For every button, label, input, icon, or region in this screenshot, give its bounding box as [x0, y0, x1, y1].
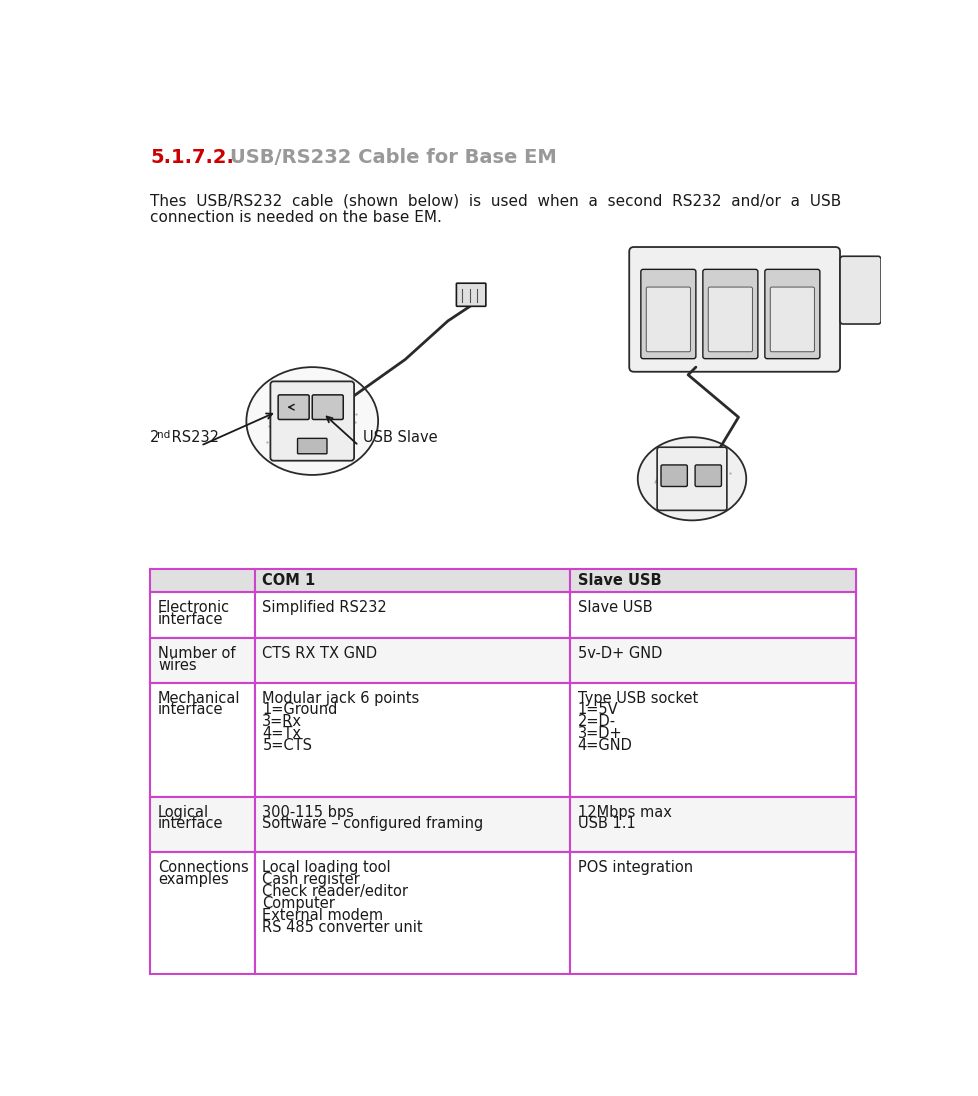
Text: nd: nd	[157, 430, 170, 439]
Text: RS 485 converter unit: RS 485 converter unit	[262, 920, 422, 935]
Text: 5=CTS: 5=CTS	[262, 739, 312, 753]
Ellipse shape	[246, 367, 378, 475]
FancyBboxPatch shape	[839, 256, 880, 324]
FancyBboxPatch shape	[764, 270, 819, 358]
Text: wires: wires	[157, 658, 197, 673]
Text: 4=GND: 4=GND	[577, 739, 632, 753]
Bar	[254, 569, 569, 592]
Bar	[150, 569, 254, 592]
Bar	[150, 638, 254, 683]
FancyBboxPatch shape	[645, 287, 689, 352]
Text: Electronic: Electronic	[157, 600, 230, 615]
Bar	[254, 853, 569, 974]
Text: CTS RX TX GND: CTS RX TX GND	[262, 646, 378, 661]
Text: 2=D-: 2=D-	[577, 715, 615, 730]
Ellipse shape	[637, 437, 745, 521]
Text: RS232: RS232	[167, 430, 219, 445]
Bar	[569, 569, 855, 592]
FancyBboxPatch shape	[278, 395, 309, 420]
Bar	[569, 592, 855, 638]
FancyBboxPatch shape	[297, 438, 327, 454]
Text: Type USB socket: Type USB socket	[577, 690, 697, 706]
Text: Software – configured framing: Software – configured framing	[262, 817, 483, 832]
Text: Modular jack 6 points: Modular jack 6 points	[262, 690, 420, 706]
FancyBboxPatch shape	[702, 270, 757, 358]
Text: 12Mbps max: 12Mbps max	[577, 804, 671, 820]
Text: USB 1.1: USB 1.1	[577, 817, 635, 832]
Bar	[254, 797, 569, 853]
FancyBboxPatch shape	[770, 287, 814, 352]
Text: Thes  USB/RS232  cable  (shown  below)  is  used  when  a  second  RS232  and/or: Thes USB/RS232 cable (shown below) is us…	[150, 193, 841, 208]
Text: Logical: Logical	[157, 804, 209, 820]
FancyBboxPatch shape	[456, 283, 485, 306]
Text: Check reader/editor: Check reader/editor	[262, 883, 408, 899]
Text: connection is needed on the base EM.: connection is needed on the base EM.	[150, 210, 442, 225]
Bar	[569, 853, 855, 974]
Text: interface: interface	[157, 817, 223, 832]
Text: POS integration: POS integration	[577, 860, 692, 875]
Text: USB/RS232 Cable for Base EM: USB/RS232 Cable for Base EM	[202, 148, 556, 168]
Text: 1=Ground: 1=Ground	[262, 703, 337, 718]
FancyBboxPatch shape	[694, 465, 721, 487]
FancyBboxPatch shape	[660, 465, 687, 487]
Bar	[150, 683, 254, 797]
Text: Slave USB: Slave USB	[577, 573, 660, 587]
Text: 1=5V: 1=5V	[577, 703, 618, 718]
Text: Local loading tool: Local loading tool	[262, 860, 390, 875]
Text: 5.1.7.2.: 5.1.7.2.	[150, 148, 234, 168]
Text: Mechanical: Mechanical	[157, 690, 241, 706]
Text: Slave USB: Slave USB	[577, 600, 651, 615]
Text: Cash register: Cash register	[262, 872, 360, 887]
FancyBboxPatch shape	[270, 381, 354, 460]
FancyBboxPatch shape	[629, 247, 839, 372]
Text: USB Slave: USB Slave	[362, 430, 437, 445]
Bar	[569, 683, 855, 797]
Text: COM 1: COM 1	[262, 573, 315, 587]
FancyBboxPatch shape	[656, 447, 726, 511]
Text: Computer: Computer	[262, 895, 334, 911]
Text: 300-115 bps: 300-115 bps	[262, 804, 354, 820]
Text: External modem: External modem	[262, 907, 383, 923]
FancyBboxPatch shape	[707, 287, 752, 352]
Bar	[569, 638, 855, 683]
FancyBboxPatch shape	[312, 395, 343, 420]
Text: Connections: Connections	[157, 860, 248, 875]
Text: Number of: Number of	[157, 646, 236, 661]
Bar	[150, 853, 254, 974]
Text: 3=D+: 3=D+	[577, 727, 622, 741]
Bar	[150, 592, 254, 638]
Text: 4=Tx: 4=Tx	[262, 727, 301, 741]
Text: 2: 2	[150, 430, 159, 445]
Text: examples: examples	[157, 872, 229, 887]
Bar	[150, 797, 254, 853]
Bar	[569, 797, 855, 853]
Text: interface: interface	[157, 703, 223, 718]
FancyBboxPatch shape	[641, 270, 695, 358]
Text: interface: interface	[157, 612, 223, 627]
Text: Simplified RS232: Simplified RS232	[262, 600, 386, 615]
Bar	[254, 683, 569, 797]
Text: 5v-D+ GND: 5v-D+ GND	[577, 646, 661, 661]
Bar	[254, 638, 569, 683]
Bar	[254, 592, 569, 638]
Text: 3=Rx: 3=Rx	[262, 715, 302, 730]
